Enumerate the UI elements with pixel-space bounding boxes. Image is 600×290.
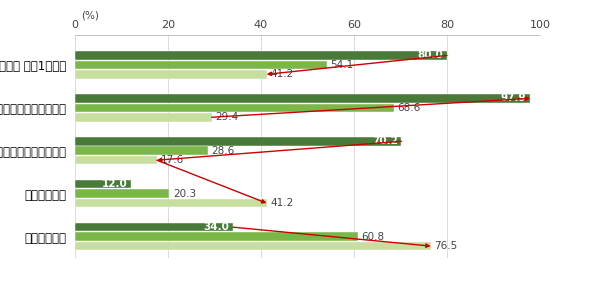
Text: (%): (%) — [81, 10, 99, 20]
Text: 41.2: 41.2 — [271, 69, 293, 79]
Bar — [75, 180, 131, 188]
Bar — [75, 113, 212, 122]
Bar — [75, 242, 431, 250]
Bar — [75, 61, 326, 69]
Text: 12.0: 12.0 — [101, 179, 127, 189]
Bar — [75, 94, 530, 103]
Text: 29.4: 29.4 — [215, 112, 239, 122]
Bar — [75, 232, 358, 241]
Bar — [75, 51, 447, 60]
Bar — [75, 189, 169, 198]
Bar — [75, 146, 208, 155]
Text: 28.6: 28.6 — [212, 146, 235, 156]
Bar — [75, 137, 401, 146]
Bar — [75, 70, 266, 79]
Text: 68.6: 68.6 — [398, 103, 421, 113]
Text: 20.3: 20.3 — [173, 189, 196, 199]
Bar — [75, 104, 394, 112]
Text: 34.0: 34.0 — [203, 222, 229, 232]
Bar — [75, 156, 157, 164]
Text: 80.0: 80.0 — [418, 50, 443, 60]
Text: 17.6: 17.6 — [161, 155, 184, 165]
Text: 54.1: 54.1 — [330, 60, 353, 70]
Text: 97.9: 97.9 — [501, 93, 527, 103]
Text: 70.2: 70.2 — [372, 136, 398, 146]
Bar — [75, 199, 266, 207]
Bar — [75, 223, 233, 231]
Text: 60.8: 60.8 — [361, 232, 385, 242]
Text: 41.2: 41.2 — [271, 198, 293, 208]
Text: 76.5: 76.5 — [434, 241, 458, 251]
